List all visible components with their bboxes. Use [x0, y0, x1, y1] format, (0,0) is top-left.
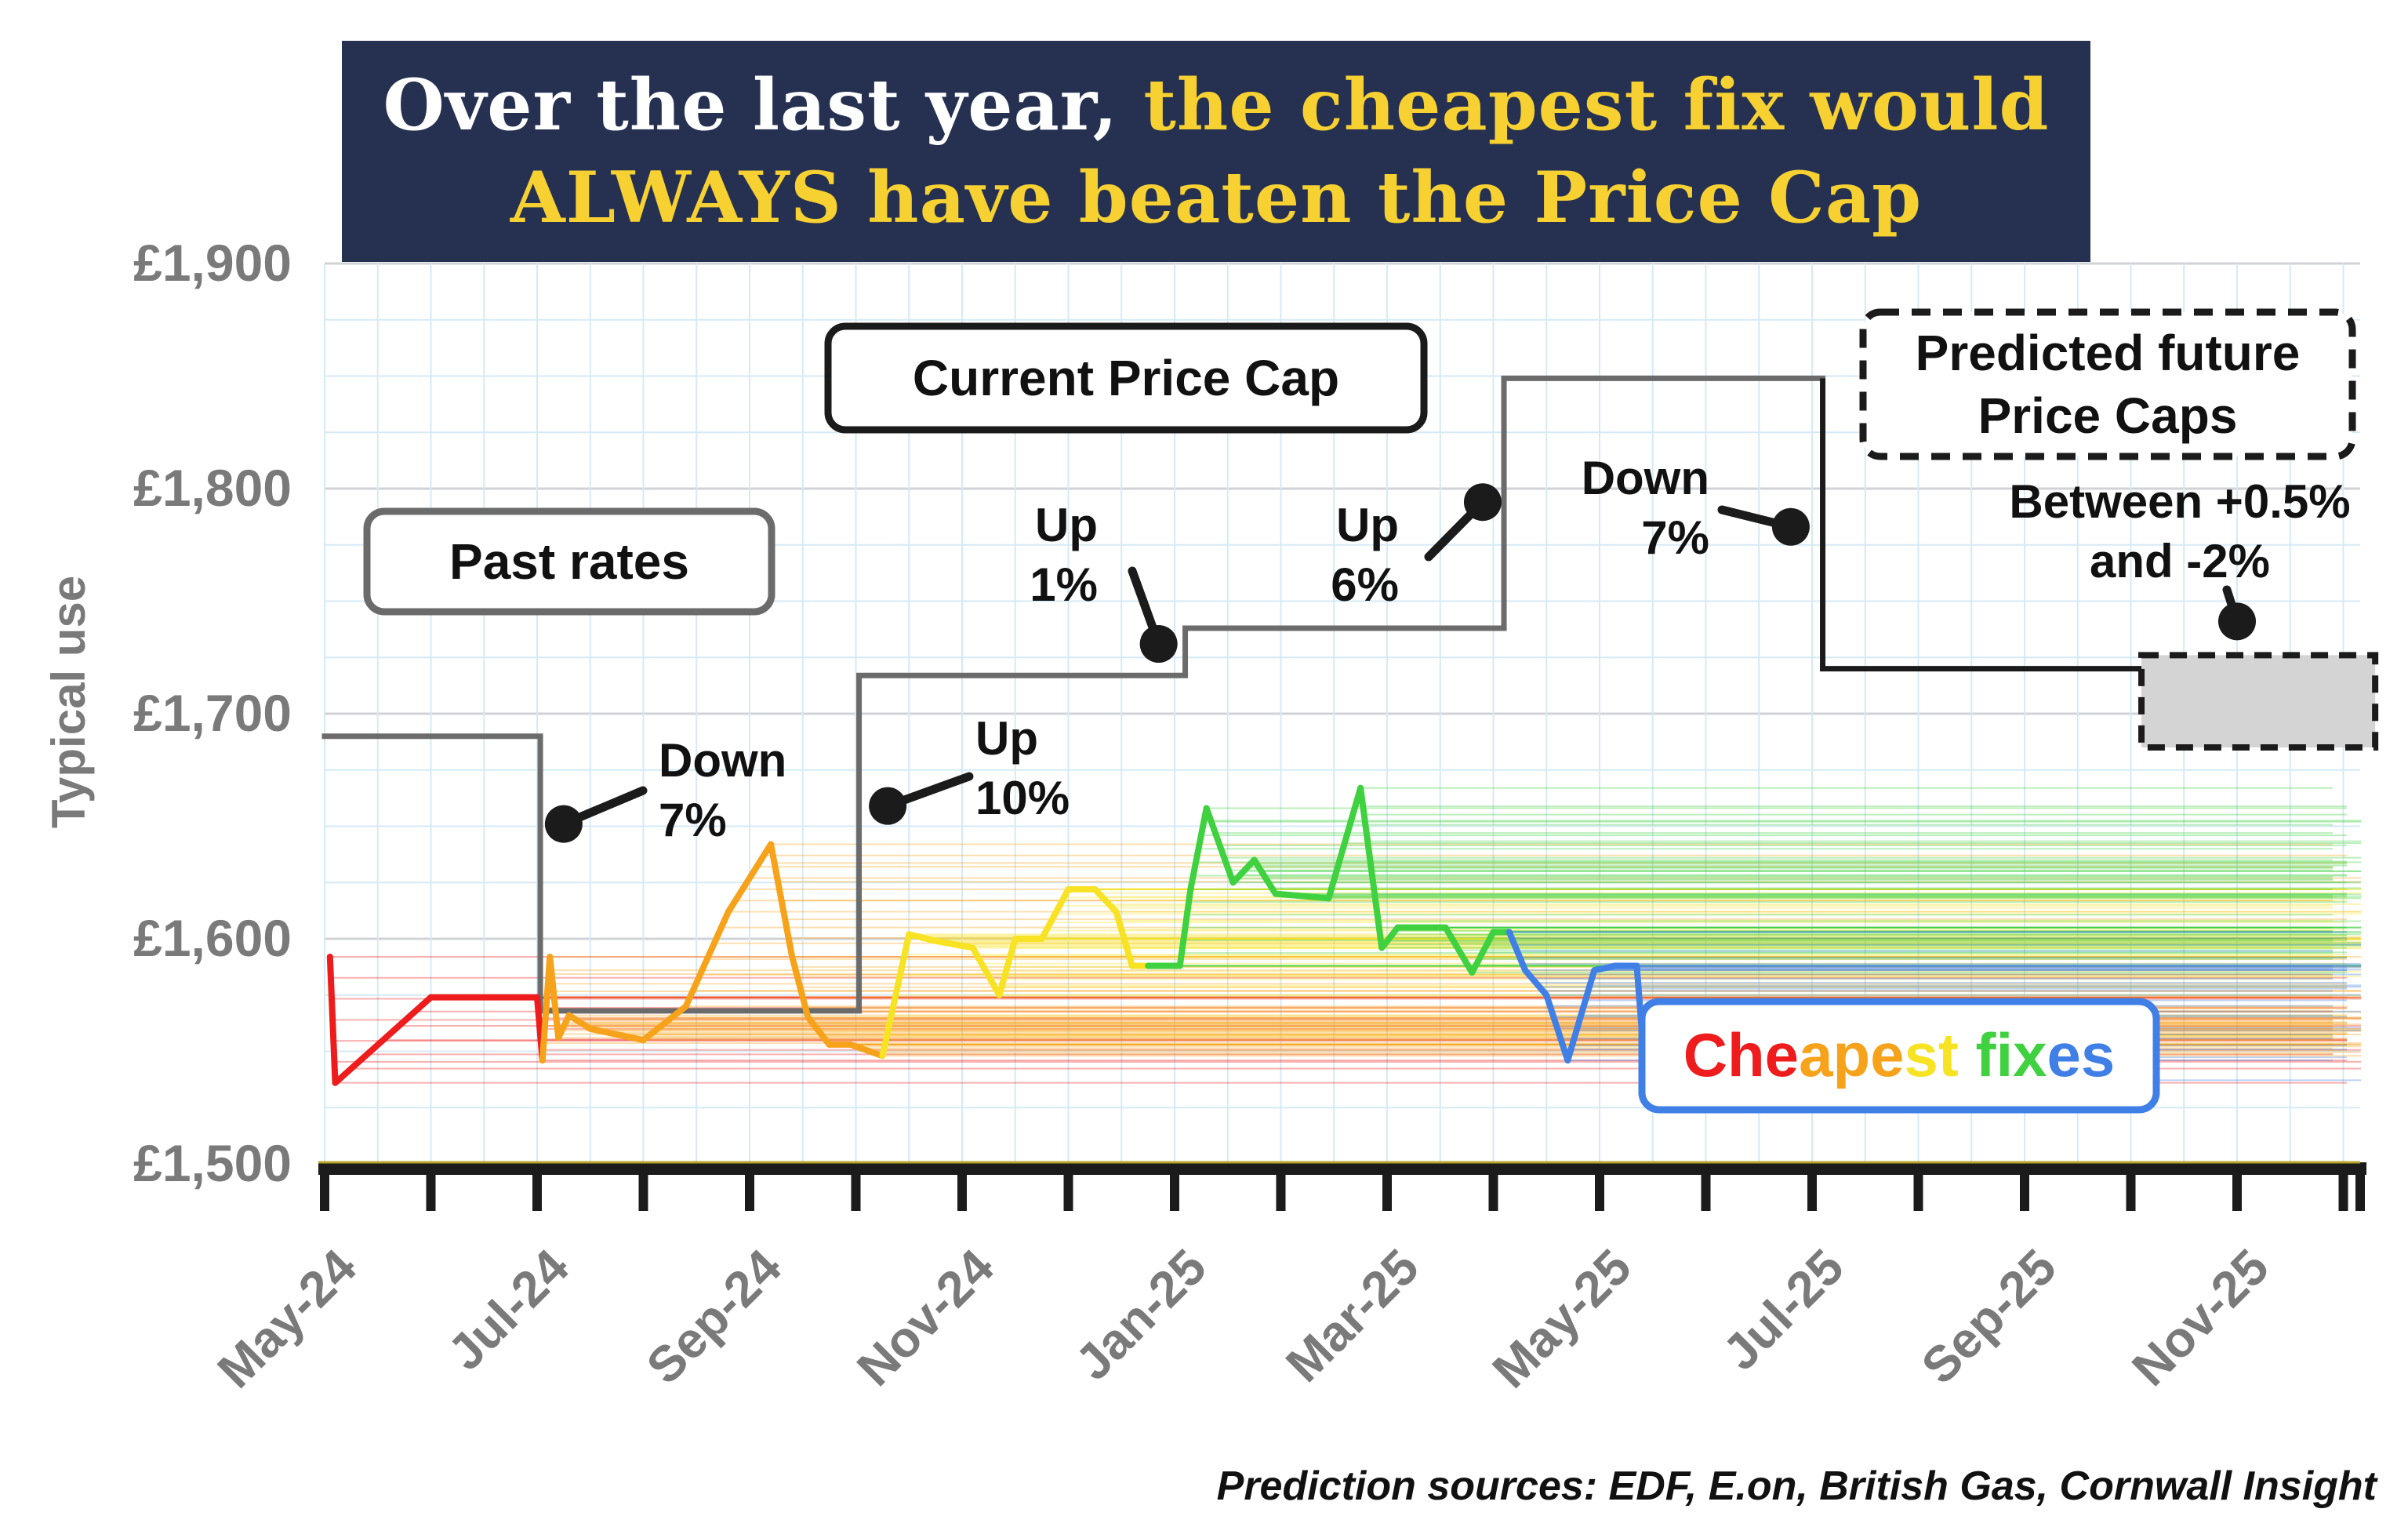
- annotation-label: Up: [1035, 499, 1098, 551]
- title-line-2: ALWAYS have beaten the Price Cap: [510, 156, 1923, 239]
- y-tick-label: £1,900: [133, 234, 292, 292]
- fix-line-segment: [640, 1003, 689, 1044]
- fix-line-segment: [1176, 885, 1194, 969]
- cheapest-fixes-label-part: fix: [1976, 1020, 2047, 1089]
- cheapest-fixes-label-part: es: [2047, 1020, 2116, 1089]
- x-tick-label: Jul-25: [1712, 1238, 1854, 1381]
- cheapest-fixes-label-part: st: [1904, 1020, 1975, 1089]
- fix-line-segment: [1187, 805, 1210, 893]
- x-tick-label: Nov-25: [2121, 1238, 2279, 1397]
- annotation-label: Down: [659, 734, 786, 787]
- annotation-dot: [869, 787, 907, 825]
- annotation-label: 10%: [975, 772, 1070, 824]
- annotation-label: 6%: [1331, 558, 1399, 611]
- current-price-cap-box-label: Current Price Cap: [913, 350, 1339, 406]
- x-tick-label: Jul-24: [437, 1238, 579, 1381]
- fix-line-segment: [1251, 856, 1279, 897]
- fix-line-segment: [1203, 805, 1237, 886]
- fix-line-segment: [996, 936, 1019, 998]
- fix-line-segment: [932, 937, 976, 951]
- y-tick-label: £1,800: [133, 459, 292, 517]
- fix-line-segment: [1272, 890, 1332, 902]
- fix-line-segment: [682, 908, 732, 1010]
- y-tick-label: £1,500: [133, 1134, 292, 1192]
- current-price-cap-box-frame: [824, 322, 1428, 434]
- y-tick-label: £1,700: [133, 684, 292, 742]
- fix-line-segment: [768, 841, 796, 960]
- predicted-caps-box-label: Predicted future: [1916, 325, 2301, 381]
- annotation-label: Up: [975, 712, 1038, 765]
- fix-line-segment: [1442, 924, 1476, 976]
- fix-line-segment: [1357, 784, 1386, 951]
- past-rates-box-label: Past rates: [449, 533, 689, 590]
- fix-line-segment: [565, 1012, 594, 1032]
- predicted-range-box: [2138, 652, 2379, 751]
- fix-line-segment: [1229, 856, 1258, 886]
- fix-line-segment: [326, 953, 339, 1086]
- annotation-dot: [2218, 602, 2256, 641]
- annotation-label: 1%: [1030, 558, 1098, 611]
- annotation-label: Between +0.5%: [2009, 475, 2350, 528]
- source-note: Prediction sources: EDF, E.on, British G…: [1216, 1463, 2377, 1509]
- fix-line-segment: [847, 1041, 886, 1060]
- title-white-part: Over the last year,: [383, 64, 1144, 147]
- fix-price-bands: [329, 787, 2362, 1084]
- fix-line-segment: [1091, 885, 1120, 915]
- fix-line-segment: [906, 931, 939, 944]
- x-tick-label: May-24: [207, 1238, 368, 1399]
- fix-line-segment: [804, 1014, 833, 1048]
- annotation-dot: [544, 805, 583, 843]
- fix-line-segment: [1564, 967, 1598, 1063]
- fix-line-segment: [1469, 929, 1497, 976]
- annotation-dot: [1139, 625, 1178, 664]
- x-tick-label: Mar-25: [1275, 1238, 1429, 1393]
- annotation-dot: [1463, 483, 1502, 522]
- y-tick-label: £1,600: [133, 909, 292, 967]
- x-tick-label: Jan-25: [1065, 1238, 1217, 1391]
- fix-line-segment: [969, 944, 1003, 998]
- title-yellow-part: the cheapest fix would: [1143, 64, 2050, 147]
- annotation-label: 7%: [1641, 511, 1709, 564]
- predicted-range: [2138, 652, 2379, 751]
- fix-line-segment: [587, 1025, 647, 1044]
- cheapest-fixes-box-frame: [1638, 998, 2160, 1114]
- cheapest-fixes-label-part: ape: [1799, 1020, 1904, 1089]
- fix-line-segment: [879, 931, 913, 1060]
- x-tick-label: Sep-25: [1911, 1238, 2067, 1394]
- cheapest-fixes-label-part: Che: [1683, 1020, 1799, 1089]
- x-tick-label: May-25: [1482, 1238, 1642, 1398]
- label-boxes: Past rates Current Price Cap Predicted fut…: [363, 308, 2356, 1114]
- predicted-caps-box-frame: [1859, 308, 2356, 460]
- x-tick-label: Nov-24: [846, 1238, 1004, 1397]
- title-line-1: Over the last year, the cheapest fix wou…: [383, 59, 2050, 151]
- fix-line-segment: [1591, 962, 1619, 974]
- fix-line-segment: [1378, 924, 1401, 951]
- fix-line-segment: [1522, 967, 1550, 998]
- annotation-label: and -2%: [2090, 535, 2270, 587]
- annotation-label: Up: [1336, 499, 1399, 551]
- annotation-label: 7%: [659, 794, 727, 846]
- annotation-label: Down: [1582, 452, 1709, 504]
- fix-line-segment: [1505, 929, 1529, 974]
- fix-line-segment: [725, 841, 775, 915]
- price-cap-line: [321, 375, 2145, 1014]
- cheapest-fixes-line: [326, 784, 1651, 1107]
- fix-line-segment: [1543, 991, 1571, 1063]
- past-rates-box-frame: [363, 507, 775, 616]
- fix-line-segment: [547, 953, 562, 1042]
- annotations: Down 7% Up 10% Up 1% Up 6% Down 7% Between +0.5% an…: [544, 452, 2351, 846]
- annotation-dot: [1771, 507, 1810, 546]
- chart-title: Over the last year, the cheapest fix wou…: [342, 41, 2090, 262]
- fix-line-segment: [1113, 908, 1135, 969]
- x-tick-label: Sep-24: [636, 1238, 793, 1395]
- fix-line-segment: [789, 953, 812, 1021]
- fix-line-segment: [1038, 885, 1072, 942]
- fix-line-segment: [555, 1012, 572, 1042]
- fix-line-segment: [332, 994, 434, 1086]
- cheapest-fixes-label: Cheapest fixes: [1683, 1020, 2116, 1089]
- fix-line-segment: [1325, 784, 1364, 902]
- predicted-caps-box-label: Price Caps: [1978, 387, 2238, 444]
- y-axis-label: Typical use: [42, 576, 95, 828]
